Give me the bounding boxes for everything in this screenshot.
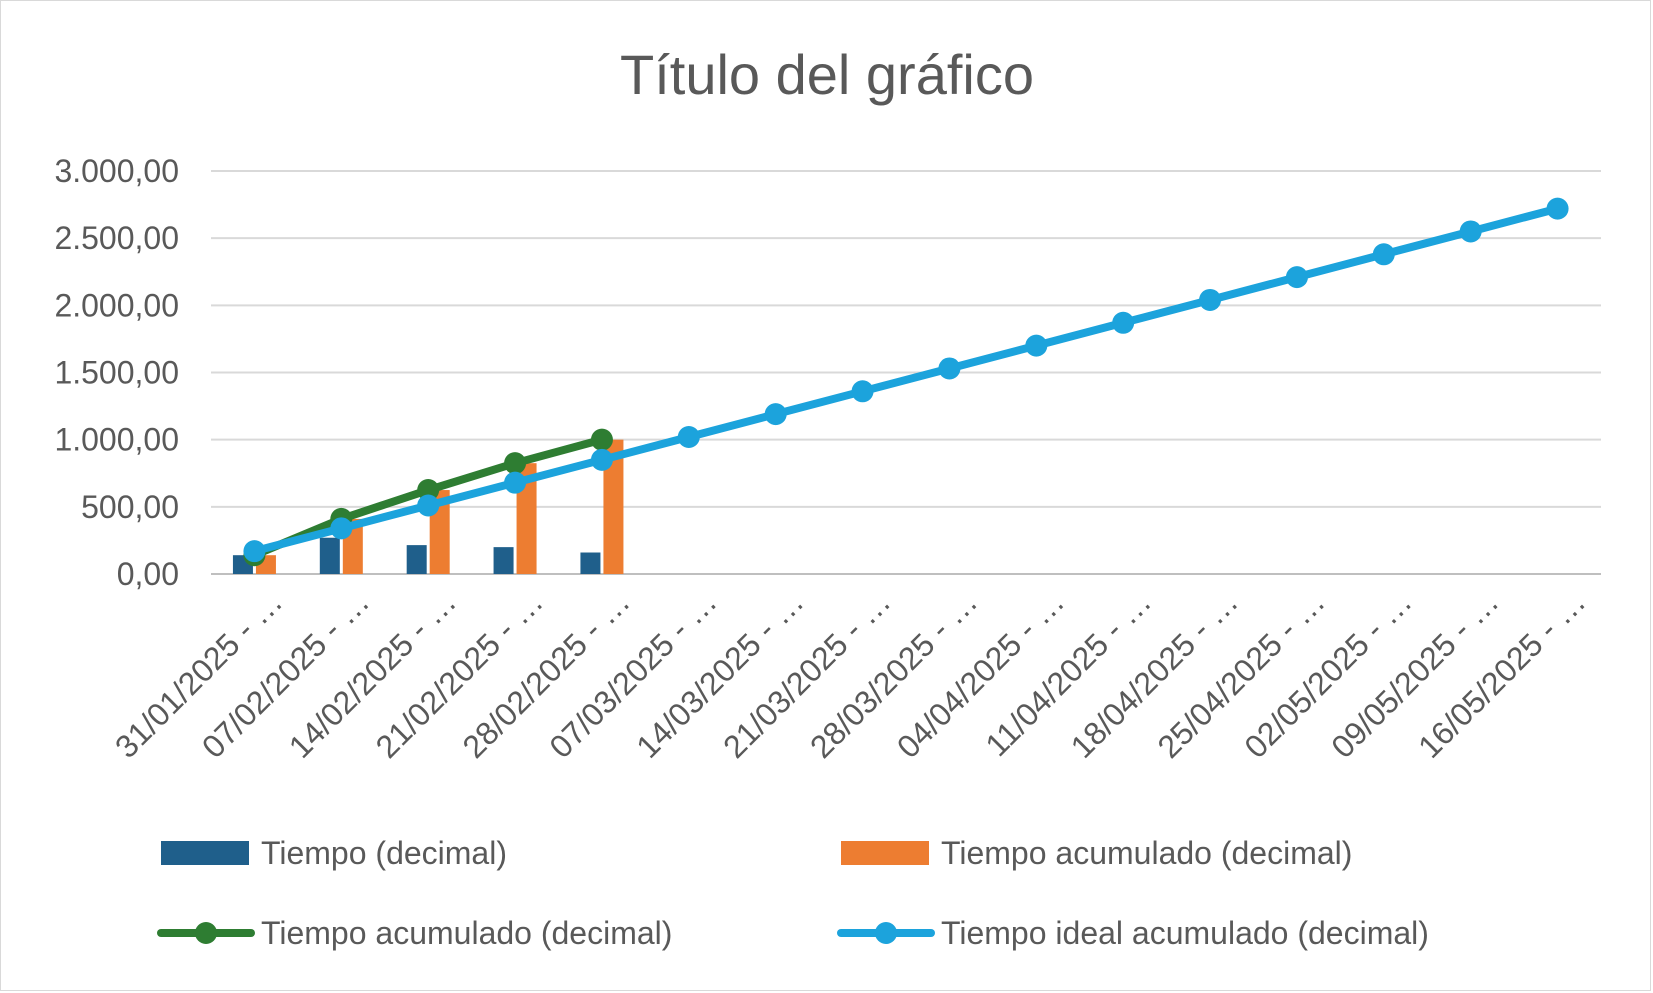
- y-tick-label: 500,00: [81, 489, 179, 525]
- data-point: [851, 380, 874, 403]
- data-point: [590, 448, 613, 471]
- legend-item: Tiempo acumulado (decimal): [157, 915, 672, 951]
- data-point: [590, 428, 613, 451]
- bar: [580, 552, 601, 574]
- data-point: [504, 471, 527, 494]
- bar: [603, 439, 624, 574]
- y-tick-label: 1.500,00: [54, 355, 179, 391]
- legend-swatch: [161, 841, 249, 865]
- data-point: [417, 479, 440, 502]
- bar: [493, 547, 514, 574]
- y-tick-label: 1.000,00: [54, 422, 179, 458]
- legend-item: Tiempo acumulado (decimal): [841, 835, 1352, 871]
- data-point: [1025, 334, 1048, 357]
- lines: [243, 197, 1569, 567]
- series-line: [250, 204, 1562, 556]
- data-point: [1459, 220, 1482, 243]
- data-point: [330, 517, 353, 540]
- legend-label: Tiempo acumulado (decimal): [261, 915, 672, 951]
- data-point: [1112, 311, 1135, 334]
- x-axis-tick-labels: 31/01/2025 - …07/02/2025 - …14/02/2025 -…: [108, 583, 1593, 764]
- data-point: [243, 540, 266, 563]
- chart-title: Título del gráfico: [620, 43, 1034, 106]
- data-point: [1199, 288, 1222, 311]
- data-point: [1372, 243, 1395, 266]
- data-point: [417, 494, 440, 517]
- data-point: [1546, 197, 1569, 220]
- data-point: [938, 357, 961, 380]
- y-tick-label: 0,00: [117, 556, 179, 592]
- y-tick-label: 3.000,00: [54, 153, 179, 189]
- legend-swatch: [841, 841, 929, 865]
- data-point: [504, 452, 527, 475]
- legend-item: Tiempo (decimal): [161, 835, 507, 871]
- data-point: [1285, 266, 1308, 289]
- y-tick-label: 2.000,00: [54, 287, 179, 323]
- bar: [319, 537, 340, 574]
- legend-label: Tiempo (decimal): [261, 835, 507, 871]
- y-axis-tick-labels: 0,00 500,00 1.000,00 1.500,00 2.000,00 2.500,…: [54, 153, 179, 592]
- data-point: [764, 403, 787, 426]
- legend-label: Tiempo ideal acumulado (decimal): [941, 915, 1429, 951]
- y-tick-label: 2.500,00: [54, 220, 179, 256]
- gridlines: [211, 170, 1601, 575]
- legend-swatch-marker: [195, 922, 217, 944]
- legend-label: Tiempo acumulado (decimal): [941, 835, 1352, 871]
- legend-swatch-marker: [875, 922, 897, 944]
- legend-item: Tiempo ideal acumulado (decimal): [837, 915, 1429, 951]
- legend: Tiempo (decimal) Tiempo acumulado (decima…: [157, 835, 1429, 951]
- bar: [406, 545, 427, 574]
- data-point: [677, 425, 700, 448]
